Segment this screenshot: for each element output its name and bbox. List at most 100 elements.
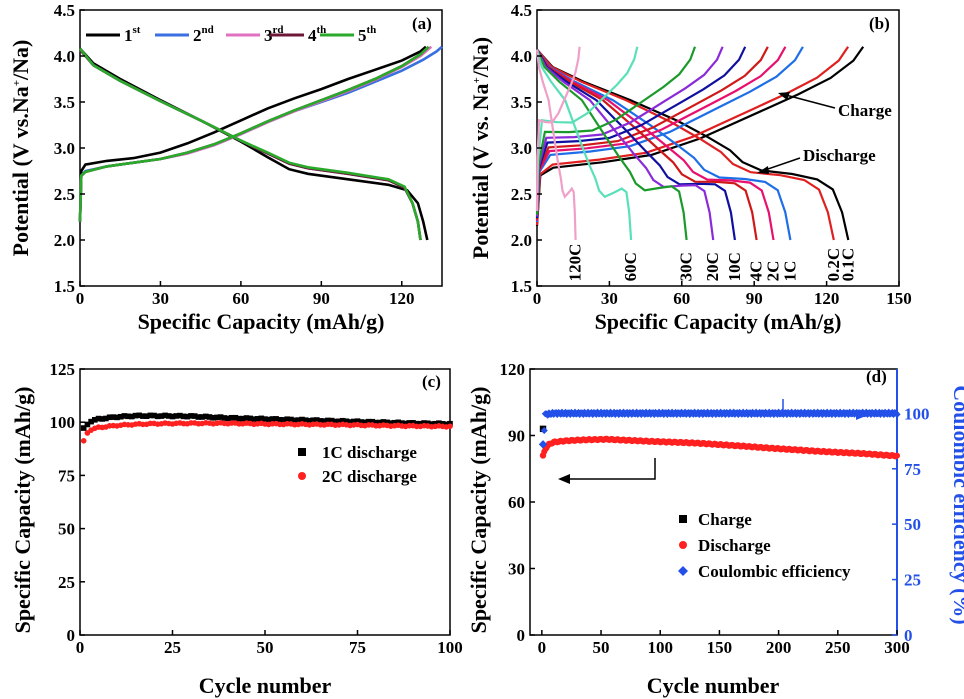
cycle-5-charge-line	[78, 45, 430, 222]
right-axis-arrow-head	[856, 410, 868, 420]
rate-20C-charge-line	[535, 46, 724, 217]
left-axis-arrow-head	[558, 474, 570, 484]
x-tick-label: 250	[825, 638, 851, 657]
point-1c-discharge	[365, 418, 372, 425]
y-right-tick-label: 75	[904, 460, 921, 479]
left-axis-arrow	[558, 458, 656, 484]
x-tick-label: 200	[766, 638, 792, 657]
point-1c-discharge	[354, 418, 361, 424]
rate-label: 20C	[703, 252, 722, 281]
x-tick-label: 300	[884, 638, 910, 657]
y-tick-label: 100	[50, 413, 76, 432]
x-tick-label: 100	[437, 638, 463, 657]
y-tick-label: 3.0	[54, 139, 75, 158]
rate-30C-discharge-line	[535, 49, 688, 241]
y-tick-label: 2.5	[54, 185, 75, 204]
point-1c-discharge	[306, 418, 313, 424]
point-1c-discharge	[114, 414, 120, 421]
rate-label: 120C	[566, 244, 585, 282]
legend-label: 2C discharge	[322, 467, 417, 486]
discharge-annotation-text: Discharge	[803, 146, 876, 165]
y-tick-label: 3.5	[511, 93, 532, 112]
point-1c-discharge	[406, 420, 413, 426]
cycle-4-charge-line	[78, 45, 430, 222]
point-1c-discharge	[162, 412, 168, 419]
x-tick-label: 0	[76, 638, 85, 657]
panel-b-xlabel: Specific Capacity (mAh/g)	[595, 309, 842, 334]
legend-marker-1c-discharge	[298, 448, 306, 456]
legend-label: Discharge	[698, 536, 771, 555]
x-tick-label: 0	[76, 289, 85, 308]
point-1c-discharge	[95, 415, 102, 422]
point-1c-discharge	[332, 418, 339, 425]
rate-1C-discharge-line	[536, 48, 792, 241]
point-1c-discharge	[336, 418, 342, 425]
y-tick-label: 3.0	[511, 139, 532, 158]
panel-a-label: (a)	[412, 14, 432, 33]
legend-label: Charge	[698, 510, 752, 529]
x-tick-label: 90	[746, 289, 763, 308]
point-1c-discharge	[399, 420, 405, 426]
panel-a: 0 30 60 90 120 1.5 2.0 2.5 3.0 3.5 4.0 4.5 (a) Spec…	[8, 1, 443, 334]
rate-10C-charge-line	[535, 46, 747, 219]
point-1c-discharge	[147, 412, 154, 419]
point-1c-discharge	[280, 417, 287, 423]
point-1c-discharge	[117, 413, 124, 420]
rate-120C-charge-line	[535, 46, 581, 212]
point-1c-discharge	[391, 419, 398, 426]
point-1c-discharge	[166, 413, 172, 419]
x-tick-label: 0	[538, 638, 547, 657]
left-axis-arrow-line	[566, 458, 656, 480]
point-1c-discharge	[325, 417, 331, 424]
y-tick-label: 125	[50, 360, 76, 379]
point-1c-discharge	[395, 419, 401, 426]
y-tick-label: 1.5	[54, 277, 75, 296]
point-1c-discharge	[232, 414, 239, 421]
point-1c-discharge	[339, 417, 346, 424]
y-tick-label: 75	[58, 466, 75, 485]
rate-label: 10C	[725, 252, 744, 281]
point-1c-discharge	[214, 414, 220, 421]
point-coulombic-efficiency	[893, 410, 901, 418]
point-1c-discharge	[121, 413, 128, 419]
y-tick-label: 1.5	[511, 277, 532, 296]
y-tick-label: 90	[508, 427, 525, 446]
point-1c-discharge	[143, 413, 150, 420]
point-1c-discharge	[132, 412, 139, 419]
point-1c-discharge	[347, 419, 353, 425]
y-tick-label: 4.0	[54, 47, 75, 66]
y-tick-label: 3.5	[54, 93, 75, 112]
y-tick-label: 4.5	[511, 1, 532, 20]
panel-c-frame	[79, 368, 451, 636]
legend-label-cycle-2: 2nd	[193, 24, 214, 45]
x-tick-label: 30	[601, 289, 618, 308]
x-tick-label: 30	[152, 289, 169, 308]
point-1c-discharge	[384, 419, 390, 426]
point-1c-discharge	[210, 414, 216, 421]
point-1c-discharge	[188, 413, 194, 419]
point-1c-discharge	[269, 416, 276, 422]
panel-c: 0 25 50 75 100 0 25 50 75 100 125 (c) Cycle number…	[10, 360, 463, 698]
x-tick-label: 0	[533, 289, 542, 308]
legend-label: Coulombic efficiency	[698, 562, 851, 581]
rate-60C-discharge-line	[535, 49, 633, 241]
point-1c-discharge	[177, 412, 183, 419]
y-tick-label: 50	[58, 520, 75, 539]
legend-marker-charge	[679, 515, 687, 523]
x-tick-label: 90	[313, 289, 330, 308]
rate-1C-charge-line	[535, 46, 804, 223]
point-1c-discharge	[295, 417, 302, 423]
legend-label-cycle-4: 4th	[308, 24, 326, 45]
point-1c-discharge	[199, 414, 205, 420]
panel-c-xlabel: Cycle number	[199, 673, 332, 698]
x-tick-label: 60	[232, 289, 249, 308]
legend-marker-2c-discharge	[298, 472, 306, 480]
panel-d-legend: Charge Discharge Coulombic efficiency	[678, 510, 851, 581]
point-1c-discharge	[106, 414, 113, 421]
y-tick-label: 4.5	[54, 1, 75, 20]
rate-4C-discharge-line	[536, 49, 758, 241]
point-1c-discharge	[88, 418, 94, 425]
y-right-tick-label: 50	[904, 515, 921, 534]
rate-label: 0.2C	[824, 248, 843, 282]
